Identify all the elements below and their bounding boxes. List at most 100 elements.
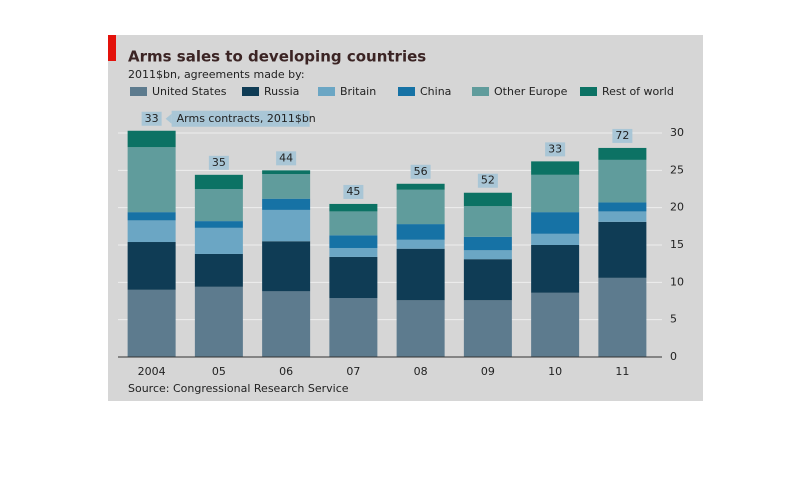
contract-label-box	[545, 142, 566, 157]
legend-label: Britain	[340, 85, 376, 98]
bar-segment	[194, 227, 243, 254]
bar-segment	[329, 247, 378, 257]
legend-label: Russia	[264, 85, 299, 98]
contract-label-box	[343, 184, 364, 199]
bar-segment	[531, 212, 580, 234]
bar-segment	[329, 298, 378, 357]
bar-segment	[194, 221, 243, 228]
bar-segment	[463, 259, 512, 301]
bar-segment	[396, 183, 445, 190]
contract-label: 33	[548, 142, 562, 155]
bar-segment	[262, 174, 311, 199]
bar-segment	[127, 147, 176, 213]
chart-subtitle: 2011$bn, agreements made by:	[128, 68, 305, 81]
bar-segment	[127, 212, 176, 221]
bar-segment	[194, 174, 243, 189]
x-tick-label: 2004	[138, 365, 166, 378]
bar-segment	[531, 174, 580, 213]
bar-segment	[598, 202, 647, 212]
contract-label-box	[208, 155, 229, 170]
bar-segment	[329, 203, 378, 212]
bar-segment	[329, 211, 378, 236]
bar-segment	[598, 147, 647, 160]
legend-label: United States	[152, 85, 227, 98]
bar-segment	[396, 300, 445, 357]
bar-segment	[463, 300, 512, 357]
bar-segment	[531, 161, 580, 175]
x-tick-label: 06	[279, 365, 293, 378]
bar-segment	[329, 256, 378, 299]
bar-segment	[463, 250, 512, 260]
contract-label: 45	[346, 185, 360, 198]
contract-label-box	[477, 173, 498, 188]
legend-label: Rest of world	[602, 85, 674, 98]
chart-title: Arms sales to developing countries	[128, 48, 426, 66]
contract-label-box	[410, 164, 431, 179]
bar-segment	[396, 239, 445, 249]
contract-label: 56	[414, 165, 428, 178]
y-tick-label: 30	[670, 126, 684, 139]
bar-segment	[262, 291, 311, 357]
legend-label: China	[420, 85, 451, 98]
bar-segment	[463, 236, 512, 251]
bar-segment	[262, 198, 311, 210]
x-tick-label: 07	[346, 365, 360, 378]
legend-swatch	[318, 87, 335, 96]
bar-segment	[127, 242, 176, 290]
y-tick-label: 5	[670, 313, 677, 326]
y-tick-label: 25	[670, 163, 684, 176]
bar-segment	[194, 189, 243, 222]
bar-segment	[463, 206, 512, 237]
annotation-arrow	[165, 113, 172, 124]
bar-segment	[127, 130, 176, 148]
source: Source: Congressional Research Service	[128, 382, 349, 395]
bar-segment	[329, 235, 378, 248]
contract-label: 35	[212, 156, 226, 169]
red-marker	[108, 35, 116, 61]
x-tick-label: 11	[615, 365, 629, 378]
legend-swatch	[398, 87, 415, 96]
x-tick-label: 05	[212, 365, 226, 378]
bar-segment	[194, 286, 243, 357]
legend-swatch	[472, 87, 489, 96]
bar-segment	[598, 221, 647, 278]
contract-label: 33	[145, 112, 159, 125]
legend-swatch	[242, 87, 259, 96]
bar-segment	[262, 209, 311, 242]
x-tick-label: 10	[548, 365, 562, 378]
bar-segment	[531, 233, 580, 245]
annotation-box	[171, 110, 310, 127]
bar-segment	[598, 277, 647, 357]
legend-swatch	[580, 87, 597, 96]
legend-swatch	[130, 87, 147, 96]
bar-segment	[396, 248, 445, 301]
bar-segment	[531, 245, 580, 293]
y-tick-label: 0	[670, 350, 677, 363]
bar-segment	[194, 253, 243, 287]
contract-label: 72	[615, 129, 629, 142]
contract-label: 44	[279, 151, 293, 164]
bar-segment	[463, 192, 512, 207]
bar-segment	[127, 220, 176, 243]
bar-segment	[531, 292, 580, 357]
y-tick-label: 15	[670, 238, 684, 251]
bar-segment	[262, 170, 311, 175]
contract-label-box	[276, 151, 297, 166]
annotation: Arms contracts, 2011$bn	[177, 112, 316, 125]
bar-segment	[127, 289, 176, 357]
contract-label: 52	[481, 174, 495, 187]
x-tick-label: 08	[414, 365, 428, 378]
contract-label-box	[141, 111, 162, 126]
y-tick-label: 10	[670, 275, 684, 288]
contract-label-box	[612, 128, 633, 143]
bar-segment	[396, 189, 445, 225]
bar-segment	[598, 211, 647, 222]
legend-label: Other Europe	[494, 85, 568, 98]
bar-segment	[262, 241, 311, 292]
y-tick-label: 20	[670, 201, 684, 214]
x-tick-label: 09	[481, 365, 495, 378]
bar-segment	[396, 224, 445, 240]
bar-segment	[598, 159, 647, 203]
